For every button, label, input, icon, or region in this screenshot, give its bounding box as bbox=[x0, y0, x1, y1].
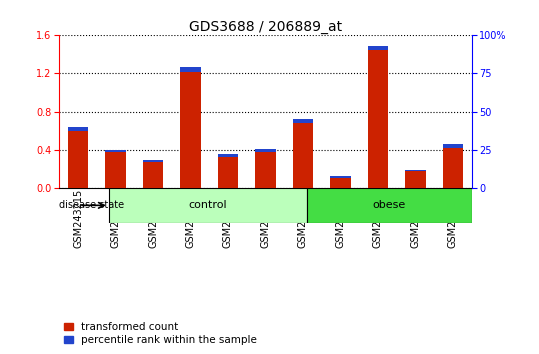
FancyBboxPatch shape bbox=[109, 188, 307, 223]
Bar bbox=[443, 148, 463, 188]
Bar bbox=[218, 154, 238, 157]
Bar bbox=[143, 160, 163, 162]
Text: disease state: disease state bbox=[59, 200, 125, 210]
Bar bbox=[180, 67, 201, 72]
Title: GDS3688 / 206889_at: GDS3688 / 206889_at bbox=[189, 21, 342, 34]
Bar bbox=[443, 144, 463, 148]
Text: obese: obese bbox=[372, 200, 406, 210]
Bar bbox=[218, 157, 238, 188]
Bar bbox=[68, 131, 88, 188]
Legend: transformed count, percentile rank within the sample: transformed count, percentile rank withi… bbox=[65, 322, 257, 345]
Bar bbox=[105, 150, 126, 153]
Bar bbox=[405, 171, 426, 188]
Bar bbox=[293, 119, 313, 123]
Bar bbox=[143, 162, 163, 188]
Bar bbox=[255, 152, 276, 188]
Bar bbox=[368, 46, 388, 50]
Bar bbox=[330, 176, 351, 178]
Bar bbox=[405, 170, 426, 171]
Bar bbox=[180, 72, 201, 188]
Bar bbox=[368, 50, 388, 188]
Bar bbox=[68, 127, 88, 131]
Bar bbox=[255, 149, 276, 152]
Bar bbox=[293, 123, 313, 188]
Bar bbox=[105, 153, 126, 188]
Text: control: control bbox=[189, 200, 227, 210]
Bar bbox=[330, 178, 351, 188]
FancyBboxPatch shape bbox=[307, 188, 472, 223]
